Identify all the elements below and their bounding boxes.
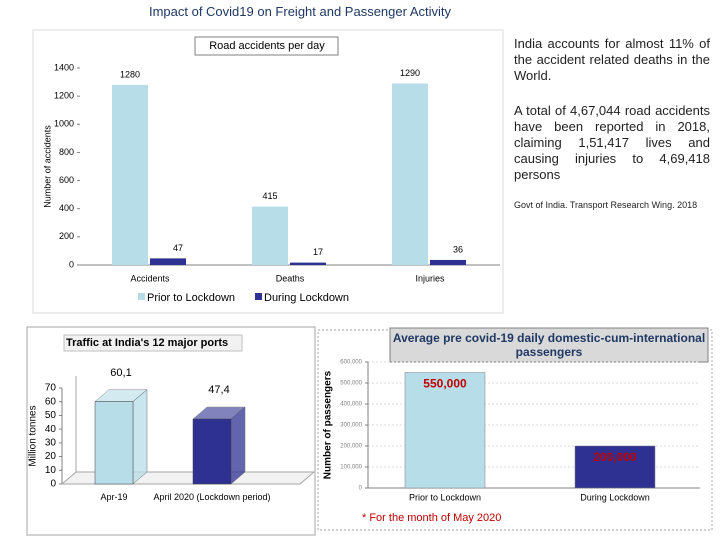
x-tick-label: Accidents [130, 273, 170, 283]
note: India accounts for almost 11% of the acc… [514, 36, 710, 83]
y-tick-label: 200 [59, 231, 74, 241]
chart-title-box: Average pre covid-19 daily domestic-cum-… [392, 331, 706, 359]
title-box [194, 36, 339, 56]
bar [290, 262, 326, 265]
data-label: 60,1 [110, 367, 131, 379]
chart-title: Road accidents per day [209, 40, 325, 52]
y-tick-label: 100,000 [340, 465, 362, 471]
legend-label: During Lockdown [264, 292, 349, 304]
y-tick-label: 1400 [54, 62, 74, 72]
bar [192, 418, 232, 485]
legend-swatch [255, 293, 262, 300]
chart-title: Average pre covid-19 daily domestic-cum-… [392, 331, 706, 359]
bar [404, 372, 486, 489]
y-tick-label: 1000 [54, 119, 74, 129]
x-tick-label: During Lockdown [580, 492, 650, 502]
y-tick-label: 0 [69, 259, 74, 269]
y-axis-label: Number of passengers [323, 370, 334, 479]
legend-label: Prior to Lockdown [147, 292, 235, 304]
bar [112, 84, 148, 265]
bar [430, 259, 466, 265]
bar [392, 83, 428, 265]
x-tick-label: Injuries [415, 273, 445, 283]
bar [252, 206, 288, 265]
y-tick-label: 30 [45, 437, 57, 448]
data-label: 1280 [120, 69, 140, 79]
chart-frame [32, 29, 504, 314]
y-tick-label: 600,000 [340, 360, 362, 366]
y-tick-label: 500,000 [340, 381, 362, 387]
y-tick-label: 400 [59, 203, 74, 213]
data-label: 550,000 [423, 377, 467, 391]
note: A total of 4,67,044 road accidents have … [514, 103, 710, 182]
slide-title: Impact of Covid19 on Freight and Passeng… [148, 4, 452, 19]
footnote: * For the month of May 2020 [362, 512, 501, 524]
title-box [63, 334, 243, 352]
y-tick-label: 300,000 [340, 423, 362, 429]
y-tick-label: 40 [45, 424, 57, 435]
y-axis-label: Number of accidents [42, 125, 52, 208]
x-tick-label: Deaths [276, 273, 305, 283]
y-tick-label: 10 [45, 465, 57, 476]
y-tick-label: 20 [45, 451, 57, 462]
x-tick-label: April 2020 (Lockdown period) [153, 492, 271, 502]
y-tick-label: 0 [50, 479, 56, 490]
x-tick-label: Apr-19 [100, 492, 128, 502]
y-tick-label: 400,000 [340, 402, 362, 408]
legend-swatch [138, 293, 145, 300]
y-tick-label: 1200 [54, 91, 74, 101]
data-label: 47,4 [208, 384, 229, 396]
bar-side [230, 406, 246, 485]
bar [574, 445, 656, 489]
x-tick-label-box: April 2020 (Lockdown period) [153, 492, 271, 502]
bar [94, 401, 134, 485]
title-box [389, 327, 709, 363]
y-tick-label: 600 [59, 175, 74, 185]
y-axis-label: Million tonnes [28, 405, 39, 466]
data-label: 17 [313, 247, 323, 257]
x-tick-label: Prior to Lockdown [409, 492, 481, 502]
note: Govt of India. Transport Research Wing. … [514, 200, 698, 210]
chart-frame [26, 326, 316, 536]
data-label: 415 [262, 191, 277, 201]
y-tick-label: 800 [59, 147, 74, 157]
data-label: 200,000 [593, 450, 637, 464]
data-label: 1290 [400, 68, 420, 78]
data-label: 36 [453, 244, 463, 254]
y-tick-label: 200,000 [340, 444, 362, 450]
y-tick-label: 70 [45, 383, 57, 394]
bar-side [132, 389, 148, 485]
bar [150, 258, 186, 265]
y-tick-label: 50 [45, 410, 57, 421]
data-label: 47 [173, 243, 183, 253]
y-tick-label: 60 [45, 396, 57, 407]
y-tick-label: 0 [359, 486, 363, 492]
chart-title: Traffic at India's 12 major ports [66, 337, 228, 349]
x-tick-label-box: Apr-19 [100, 492, 128, 502]
